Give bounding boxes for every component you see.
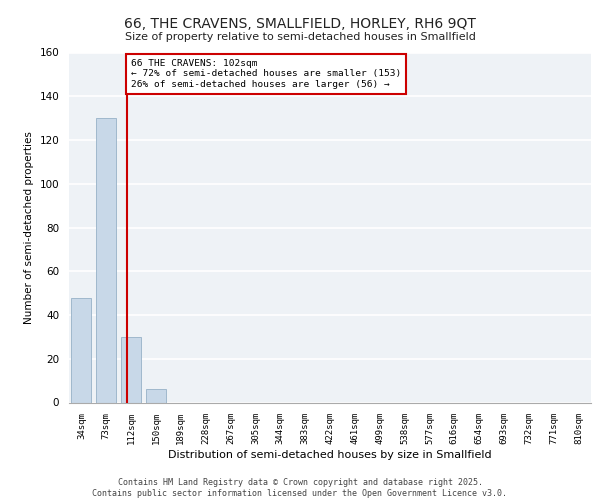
- X-axis label: Distribution of semi-detached houses by size in Smallfield: Distribution of semi-detached houses by …: [168, 450, 492, 460]
- Bar: [146, 390, 166, 402]
- Bar: [121, 337, 141, 402]
- Y-axis label: Number of semi-detached properties: Number of semi-detached properties: [24, 131, 34, 324]
- Text: 66, THE CRAVENS, SMALLFIELD, HORLEY, RH6 9QT: 66, THE CRAVENS, SMALLFIELD, HORLEY, RH6…: [124, 18, 476, 32]
- Text: 66 THE CRAVENS: 102sqm
← 72% of semi-detached houses are smaller (153)
26% of se: 66 THE CRAVENS: 102sqm ← 72% of semi-det…: [131, 59, 401, 89]
- Bar: [71, 298, 91, 403]
- Text: Contains HM Land Registry data © Crown copyright and database right 2025.
Contai: Contains HM Land Registry data © Crown c…: [92, 478, 508, 498]
- Bar: [97, 118, 116, 403]
- Text: Size of property relative to semi-detached houses in Smallfield: Size of property relative to semi-detach…: [125, 32, 475, 42]
